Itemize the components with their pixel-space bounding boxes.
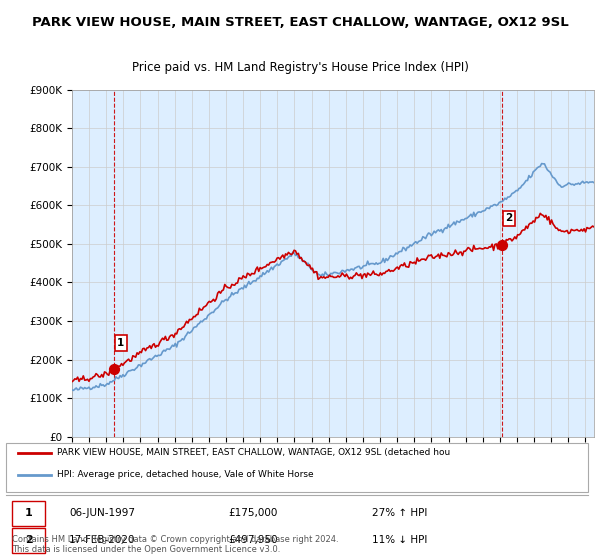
Text: 27% ↑ HPI: 27% ↑ HPI <box>372 508 427 518</box>
Text: 1: 1 <box>117 338 124 348</box>
Text: HPI: Average price, detached house, Vale of White Horse: HPI: Average price, detached house, Vale… <box>57 470 314 479</box>
Point <box>497 240 507 249</box>
Text: £497,950: £497,950 <box>228 535 278 545</box>
Text: 11% ↓ HPI: 11% ↓ HPI <box>372 535 427 545</box>
Text: Contains HM Land Registry data © Crown copyright and database right 2024.
This d: Contains HM Land Registry data © Crown c… <box>12 535 338 554</box>
FancyBboxPatch shape <box>6 443 588 492</box>
FancyBboxPatch shape <box>12 501 45 525</box>
Text: Price paid vs. HM Land Registry's House Price Index (HPI): Price paid vs. HM Land Registry's House … <box>131 60 469 74</box>
Point <box>109 365 119 374</box>
Text: 1: 1 <box>25 508 32 518</box>
FancyBboxPatch shape <box>12 528 45 553</box>
Text: 2: 2 <box>505 213 512 223</box>
Text: £175,000: £175,000 <box>228 508 277 518</box>
Text: PARK VIEW HOUSE, MAIN STREET, EAST CHALLOW, WANTAGE, OX12 9SL: PARK VIEW HOUSE, MAIN STREET, EAST CHALL… <box>32 16 568 29</box>
Text: PARK VIEW HOUSE, MAIN STREET, EAST CHALLOW, WANTAGE, OX12 9SL (detached hou: PARK VIEW HOUSE, MAIN STREET, EAST CHALL… <box>57 449 450 458</box>
Text: 06-JUN-1997: 06-JUN-1997 <box>69 508 135 518</box>
Text: 17-FEB-2020: 17-FEB-2020 <box>69 535 136 545</box>
Text: 2: 2 <box>25 535 32 545</box>
